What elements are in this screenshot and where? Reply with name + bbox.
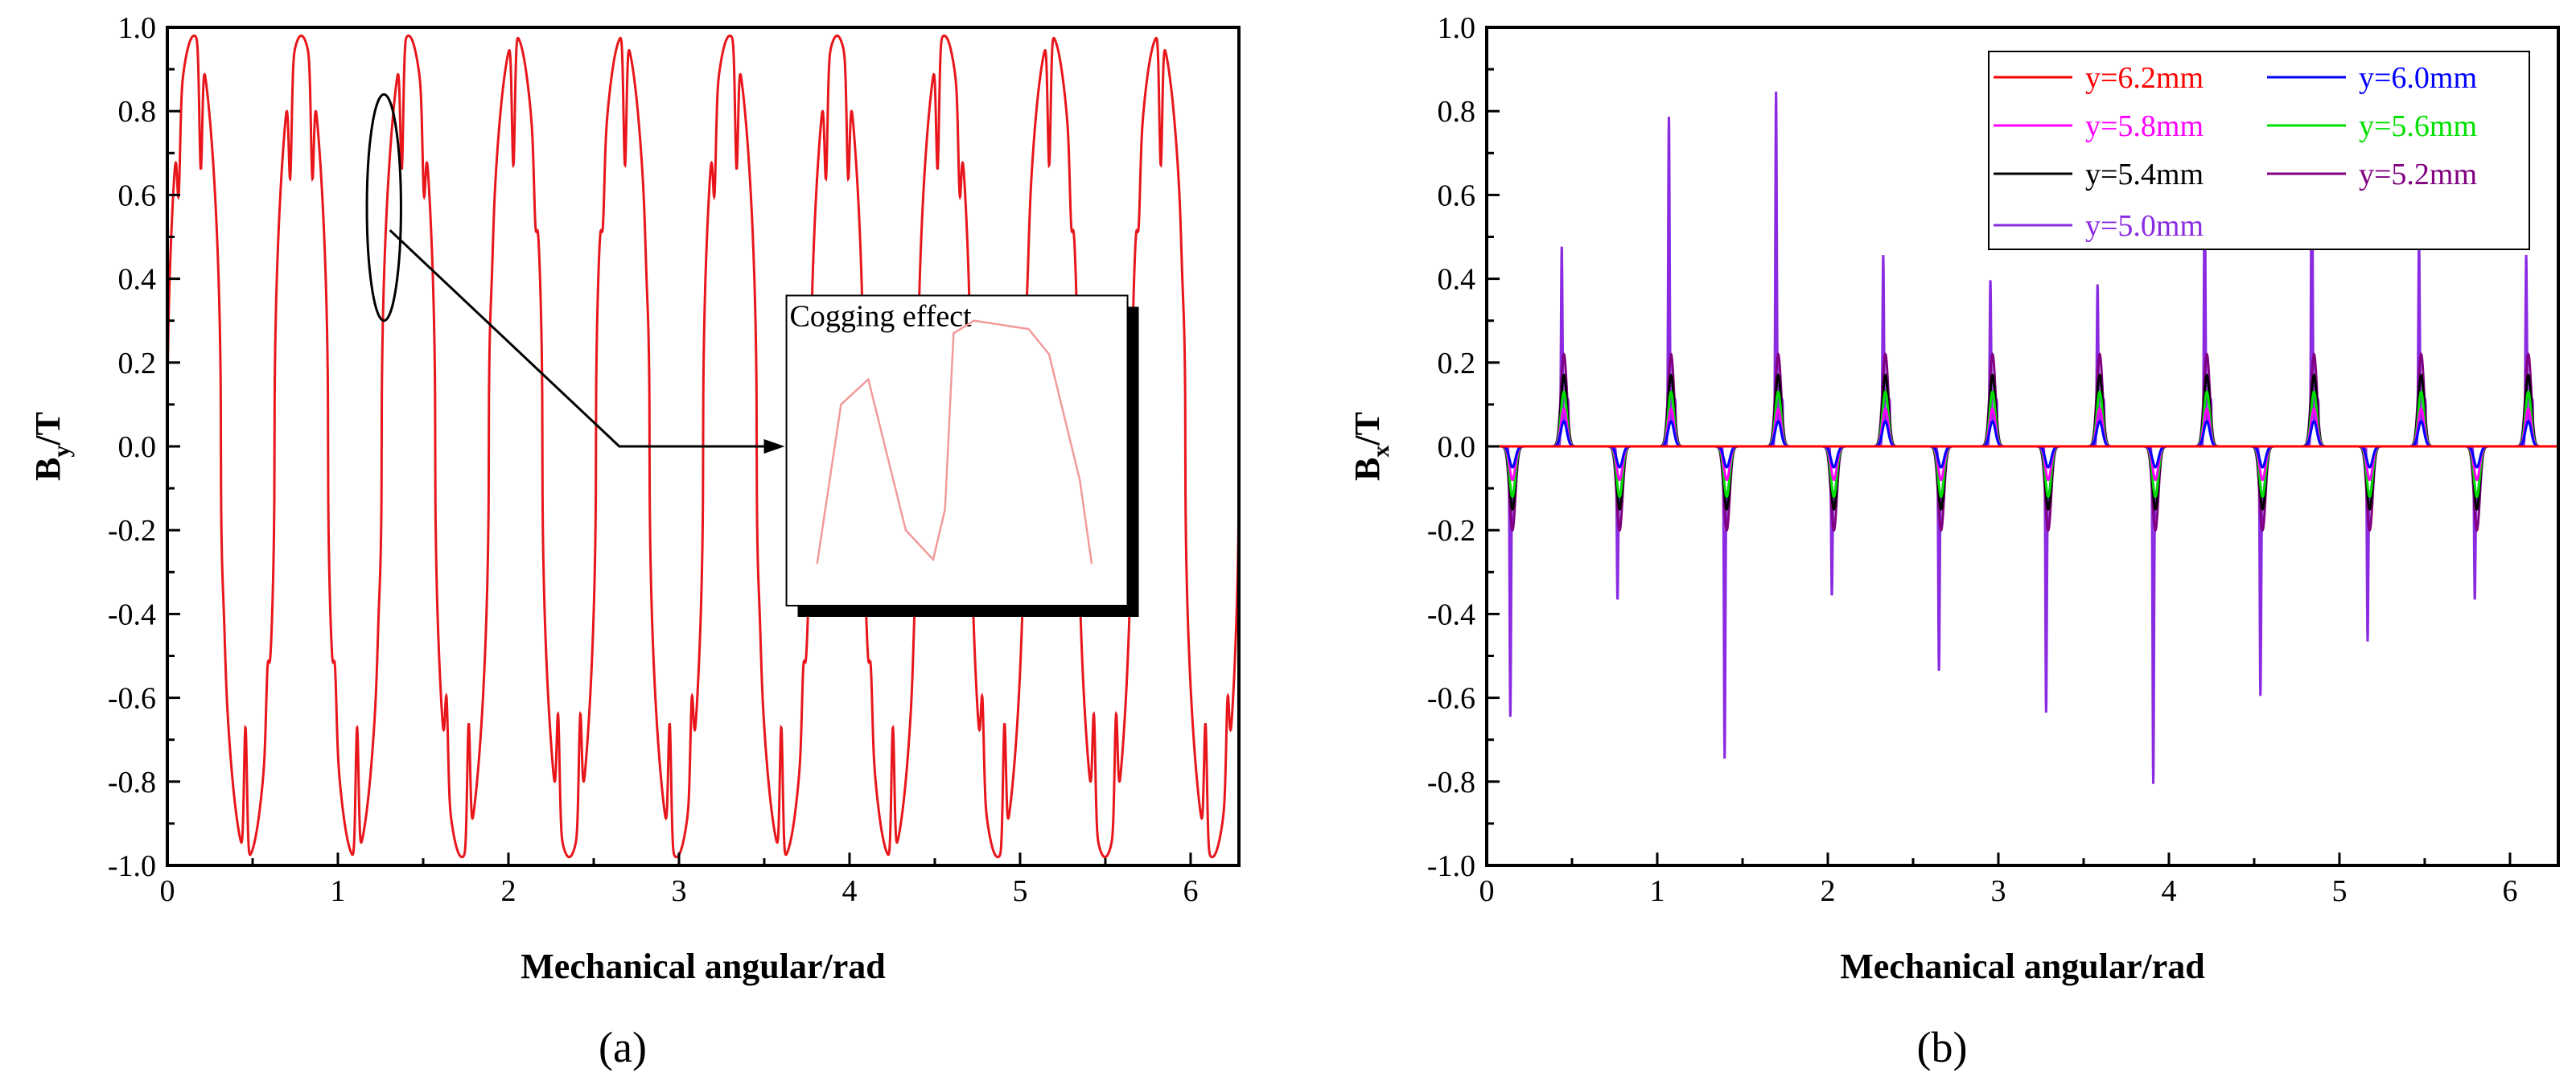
y-tick-label-a: 0.8: [118, 95, 157, 129]
y-tick-label-b: 0.4: [1438, 263, 1476, 297]
x-tick-label-b: 1: [1649, 874, 1665, 908]
x-axis-title-b: Mechanical angular/rad: [1840, 947, 2204, 986]
series-by-line-group: [167, 34, 1239, 859]
x-tick-label-a: 3: [671, 874, 686, 908]
y-tick-label-b: 0.6: [1438, 179, 1476, 212]
annotation-arrow-head: [763, 439, 785, 454]
y-tick-label-b: -0.6: [1427, 682, 1475, 716]
panel-b: 0 1 2 3 4 5 6 -1.0 -0.8 -0.6 -0.4 -0.2 0.0 0.2 0.4 0.6…: [1348, 11, 2560, 1071]
x-tick-label-b: 4: [2161, 874, 2176, 908]
y-tick-label-b: -0.8: [1427, 766, 1475, 799]
y-tick-label-a: -0.4: [108, 598, 156, 631]
x-tick-label-a: 2: [500, 874, 516, 908]
legend-item-y56: y=5.6mm: [2267, 109, 2477, 143]
legend-item-y60: y=6.0mm: [2267, 61, 2477, 95]
inset-cogging-curve: [816, 319, 1093, 565]
series-line-by: [167, 34, 1239, 859]
y-axis-title-a: By/T: [28, 412, 75, 481]
panel-label-a: (a): [599, 1023, 647, 1071]
y-tick-label-b: -0.2: [1427, 514, 1475, 548]
x-tick-label-b: 2: [1820, 874, 1835, 908]
x-tick-label-b: 0: [1479, 874, 1495, 908]
legend-item-y62: y=6.2mm: [1994, 61, 2204, 95]
x-tick-label-a: 4: [842, 874, 857, 908]
legend-label-y60: y=6.0mm: [2359, 61, 2477, 95]
legend-box: [1988, 51, 2530, 250]
legend-item-y58: y=5.8mm: [1994, 109, 2204, 143]
x-tick-label-b: 5: [2331, 874, 2347, 908]
y-tick-label-b: 1.0: [1438, 11, 1476, 45]
inset-title: Cogging effect: [790, 299, 973, 333]
legend-label-y56: y=5.6mm: [2359, 109, 2477, 143]
y-tick-label-b: -1.0: [1427, 849, 1475, 883]
cogging-highlight-ellipse: [365, 92, 402, 323]
series-bx-line-group: [1487, 91, 2558, 784]
panel-a: 0 1 2 3 4 5 6 -1.0 -0.8 -0.6 -0.4 -0.2 0.0 0.2 0.4 0.6…: [28, 11, 1241, 1071]
y-tick-label-a: 1.0: [118, 11, 157, 45]
x-tick-label-b: 6: [2502, 874, 2517, 908]
y-tick-label-a: 0.0: [118, 430, 157, 464]
legend-b: y=6.2mm y=6.0mm y=5.8mm y=5.6mm y=5.4mm …: [1988, 51, 2530, 250]
y-tick-label-b: 0.8: [1438, 95, 1476, 129]
x-tick-label-a: 6: [1183, 874, 1198, 908]
x-axis-title-a: Mechanical angular/rad: [521, 947, 885, 986]
legend-label-y62: y=6.2mm: [2085, 61, 2204, 95]
y-tick-label-b: 0.0: [1438, 430, 1476, 464]
y-tick-label-b: -0.4: [1427, 598, 1475, 631]
x-tick-label-a: 5: [1012, 874, 1027, 908]
x-axis-ticks-b: 0 1 2 3 4 5 6: [1479, 853, 2517, 908]
cogging-annotation: Cogging effect: [365, 92, 1139, 617]
panel-label-b: (b): [1917, 1023, 1968, 1071]
y-tick-label-b: 0.2: [1438, 347, 1476, 380]
legend-label-y50: y=5.0mm: [2085, 209, 2204, 243]
legend-item-y54: y=5.4mm: [1994, 158, 2204, 191]
y-tick-label-a: 0.2: [118, 347, 157, 380]
y-tick-label-a: 0.4: [118, 263, 157, 297]
annotation-arrow-line: [389, 229, 769, 448]
y-tick-label-a: 0.6: [118, 179, 157, 212]
x-axis-ticks-a: 0 1 2 3 4 5 6: [160, 853, 1198, 908]
inset-box: [785, 294, 1129, 606]
y-tick-label-a: -1.0: [108, 849, 156, 883]
y-axis-title-b: Bx/T: [1348, 412, 1394, 481]
y-axis-ticks-a: -1.0 -0.8 -0.6 -0.4 -0.2 0.0 0.2 0.4 0.6 0.8 1.0: [108, 11, 180, 883]
x-tick-label-b: 3: [1990, 874, 2006, 908]
y-tick-label-a: -0.8: [108, 766, 156, 799]
legend-label-y52: y=5.2mm: [2359, 158, 2477, 191]
y-tick-label-a: -0.6: [108, 682, 156, 716]
legend-label-y54: y=5.4mm: [2085, 158, 2204, 191]
x-tick-label-a: 0: [160, 874, 175, 908]
x-tick-label-a: 1: [330, 874, 345, 908]
legend-item-y52: y=5.2mm: [2267, 158, 2477, 191]
y-axis-ticks-b: -1.0 -0.8 -0.6 -0.4 -0.2 0.0 0.2 0.4 0.6 0.8 1.0: [1427, 11, 1500, 883]
legend-label-y58: y=5.8mm: [2085, 109, 2204, 143]
legend-item-y50: y=5.0mm: [1994, 209, 2204, 243]
y-tick-label-a: -0.2: [108, 514, 156, 548]
